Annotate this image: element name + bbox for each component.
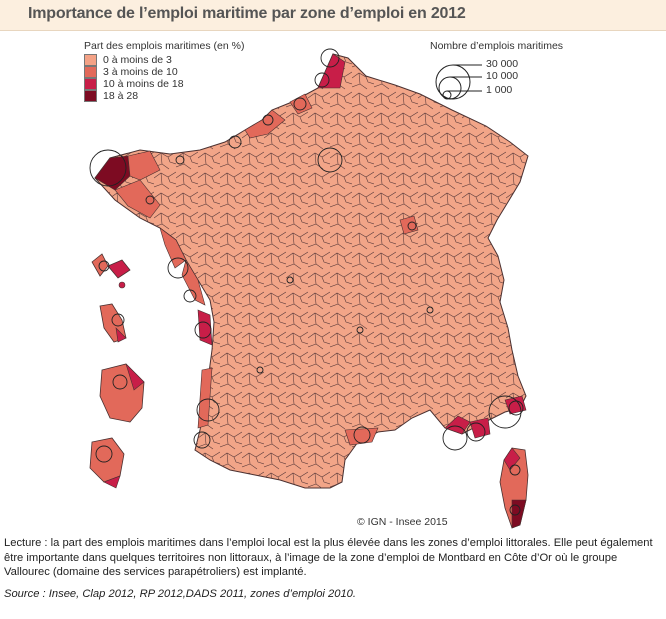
legend-swatch: [84, 90, 97, 102]
zone-aquitaine-coast: [197, 367, 213, 429]
source: Source : Insee, Clap 2012, RP 2012,DADS …: [4, 588, 357, 600]
legend-label: 3 à moins de 10: [103, 66, 178, 78]
share-legend-title: Part des emplois maritimes (en %): [84, 40, 245, 52]
zone-languedoc-coast: [344, 427, 379, 446]
circle-size-legend: [435, 64, 482, 100]
france-mainland: [94, 53, 529, 489]
legend-label: 18 à 28: [103, 90, 139, 102]
copyright: © IGN - Insee 2015: [357, 516, 448, 528]
guyane: [99, 363, 145, 423]
corse: [499, 447, 529, 529]
legend-item: 18 à 28: [84, 90, 244, 102]
legend-label: 0 à moins de 3: [103, 54, 172, 66]
legend-swatch: [84, 78, 97, 90]
guadeloupe: [91, 253, 131, 289]
zone-brittany-coast: [127, 150, 161, 181]
legend-swatch: [84, 54, 97, 66]
legend-item: 10 à moins de 18: [84, 78, 244, 90]
page-title: Importance de l’emploi maritime par zone…: [28, 5, 466, 22]
count-label-10000: 10 000: [486, 70, 519, 82]
legend-label: 10 à moins de 18: [103, 78, 184, 90]
count-legend-title: Nombre d’emplois maritimes: [430, 40, 564, 52]
zone-seine-maritime: [289, 93, 313, 115]
count-label-30000: 30 000: [486, 58, 519, 70]
share-legend: Part des emplois maritimes (en %) 0 à mo…: [84, 40, 244, 102]
reunion: [89, 437, 125, 489]
zone-charente-coast: [197, 309, 213, 346]
caption: Lecture : la part des emplois maritimes …: [4, 537, 653, 579]
choropleth-map: [89, 48, 529, 529]
legend-item: 3 à moins de 10: [84, 66, 244, 78]
legend-swatch: [84, 66, 97, 78]
proportional-circles: [89, 48, 524, 516]
zone-north-coast: [317, 53, 346, 89]
zone-brittany-south: [114, 179, 161, 219]
count-label-1000: 1 000: [486, 84, 513, 96]
title-bar: Importance de l’emploi maritime par zone…: [0, 0, 666, 31]
legend-item: 0 à moins de 3: [84, 54, 244, 66]
